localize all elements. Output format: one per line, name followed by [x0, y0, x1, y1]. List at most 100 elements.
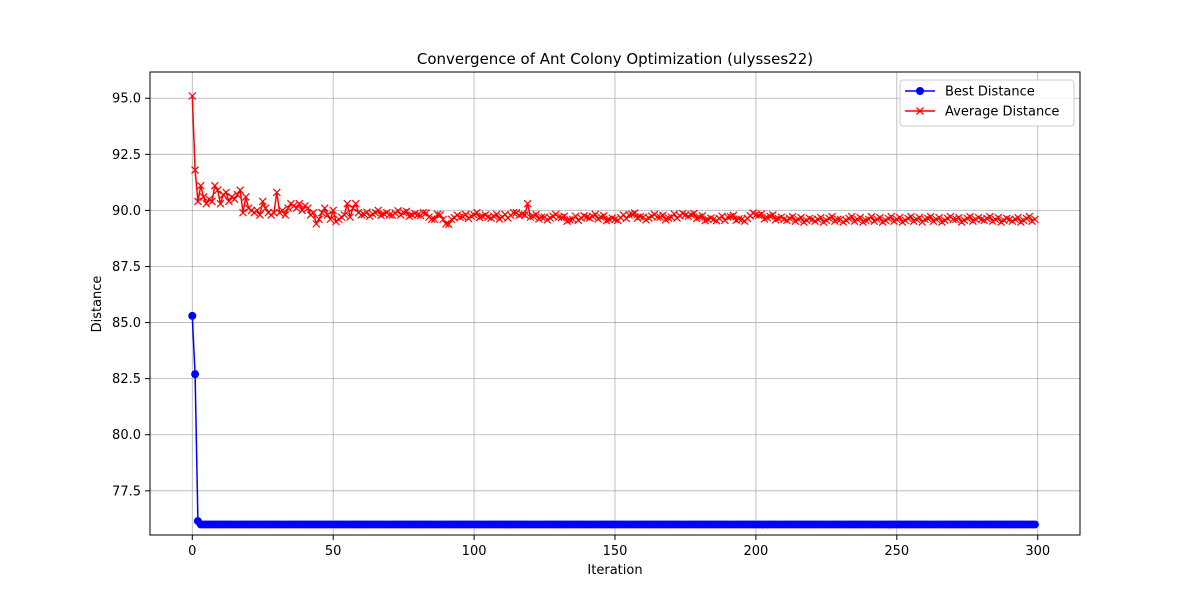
data-point — [320, 204, 329, 213]
data-point — [236, 186, 245, 195]
data-point — [312, 219, 321, 228]
data-point — [630, 209, 639, 218]
data-point — [560, 212, 569, 221]
data-point — [284, 204, 293, 213]
data-point — [343, 199, 352, 208]
data-point — [875, 213, 884, 222]
plot-series — [188, 92, 1039, 529]
y-tick-label: 90.0 — [112, 204, 141, 219]
data-point — [258, 197, 267, 206]
y-tick-label: 85.0 — [112, 316, 141, 331]
legend-marker-best — [916, 87, 924, 95]
legend-label-best: Best Distance — [945, 85, 1035, 100]
data-point — [295, 199, 304, 208]
axes: 0 50 100 150 200 250 300 77.5 80.0 82.5 85.0 87.5 90… — [112, 92, 1050, 559]
data-point — [599, 211, 608, 220]
data-point — [735, 215, 743, 223]
data-point — [270, 208, 278, 217]
data-point — [444, 220, 453, 229]
data-point — [788, 212, 797, 221]
data-point — [537, 213, 546, 222]
data-point — [591, 210, 600, 219]
data-point — [210, 181, 219, 190]
data-point — [472, 208, 481, 217]
data-point — [272, 188, 281, 197]
data-point — [625, 210, 634, 219]
data-point — [757, 210, 766, 218]
y-tick-label: 80.0 — [112, 428, 141, 443]
legend: Best Distance Average Distance — [899, 79, 1075, 127]
data-point — [281, 210, 290, 219]
data-point — [664, 214, 673, 222]
legend-box — [899, 79, 1075, 127]
y-tick-label: 82.5 — [112, 372, 141, 387]
data-point — [422, 209, 431, 218]
x-tick-label: 50 — [325, 544, 342, 559]
data-point — [230, 195, 239, 204]
data-point — [689, 209, 698, 218]
data-point — [374, 206, 383, 215]
data-point — [1030, 520, 1039, 529]
data-point — [419, 208, 428, 217]
data-point — [1030, 215, 1039, 224]
data-point — [213, 186, 222, 195]
y-tick-label: 77.5 — [112, 484, 141, 499]
data-point — [492, 210, 501, 219]
grid-lines — [150, 72, 1080, 535]
data-point — [1002, 214, 1011, 223]
data-point — [191, 166, 200, 174]
data-point — [326, 215, 335, 224]
data-point — [670, 210, 679, 218]
data-point — [261, 204, 270, 213]
x-tick-label: 100 — [462, 544, 487, 559]
data-point — [196, 181, 205, 190]
data-point — [847, 212, 856, 221]
data-point — [303, 204, 312, 213]
data-point — [985, 212, 994, 221]
data-point — [636, 212, 645, 221]
data-point — [532, 210, 541, 219]
data-point — [915, 213, 924, 222]
data-point — [329, 206, 338, 215]
data-point — [653, 213, 662, 222]
chart-title: Convergence of Ant Colony Optimization (… — [417, 50, 813, 68]
data-point — [413, 210, 422, 219]
data-point — [363, 208, 371, 217]
data-point — [323, 210, 332, 219]
data-point — [895, 213, 904, 222]
data-point — [253, 206, 262, 215]
data-point — [520, 210, 529, 219]
data-point — [441, 219, 450, 228]
data-point — [202, 199, 211, 208]
data-point — [658, 211, 667, 220]
data-point — [571, 212, 580, 221]
data-point — [833, 215, 842, 224]
data-point — [611, 215, 619, 224]
data-point — [867, 212, 876, 221]
y-tick-label: 95.0 — [112, 92, 141, 107]
data-point — [298, 206, 307, 215]
data-point — [222, 188, 231, 197]
data-point — [394, 206, 402, 215]
data-point — [816, 213, 825, 222]
data-point — [887, 212, 896, 221]
data-point — [518, 210, 526, 219]
data-point — [926, 212, 935, 221]
data-point — [768, 210, 777, 219]
series-best-distance — [188, 311, 1039, 529]
data-point — [317, 208, 326, 217]
data-point — [954, 213, 963, 222]
data-point — [188, 92, 197, 100]
legend-label-average: Average Distance — [945, 105, 1059, 120]
data-point — [224, 197, 233, 206]
legend-marker-average — [916, 107, 924, 115]
data-point — [208, 197, 216, 206]
y-axis-label: Distance — [90, 276, 105, 333]
data-point — [461, 210, 470, 219]
data-point — [385, 210, 394, 219]
data-point — [255, 210, 264, 219]
data-point — [436, 210, 445, 219]
data-point — [994, 213, 1003, 222]
data-point — [346, 213, 355, 222]
data-point — [315, 215, 324, 224]
